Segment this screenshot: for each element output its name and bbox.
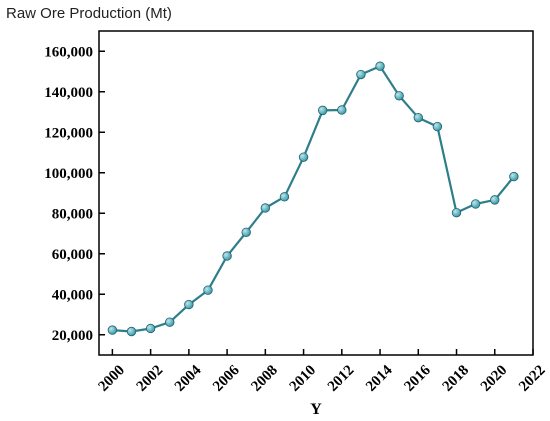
y-tick-label: 100,000: [44, 166, 93, 182]
data-point: [126, 326, 137, 337]
data-point: [260, 203, 271, 213]
y-tick-label: 160,000: [44, 44, 93, 60]
x-tick-label: 2004: [172, 362, 205, 395]
data-point: [337, 105, 347, 115]
data-point: [279, 192, 290, 202]
y-axis: 20,000 40,000 60,000 80,000 100,000 120,000 14…: [44, 44, 105, 344]
x-tick-label: 2010: [287, 362, 320, 395]
x-axis-label: Y: [310, 401, 322, 418]
data-point: [375, 61, 385, 71]
x-tick-label: 2008: [248, 362, 281, 395]
y-tick-label: 80,000: [52, 206, 93, 222]
x-tick-label: 2002: [134, 362, 167, 395]
x-tick-label: 2018: [440, 362, 473, 395]
data-point: [203, 285, 213, 295]
data-point: [241, 227, 251, 237]
x-tick-label: 2016: [401, 362, 434, 395]
x-tick-label: 2012: [325, 362, 358, 395]
data-point: [490, 195, 500, 205]
x-tick-label: 2014: [363, 362, 396, 395]
x-tick-label: 2000: [95, 362, 128, 395]
data-point: [145, 323, 156, 334]
y-tick-label: 40,000: [52, 287, 93, 303]
series-group: [107, 61, 519, 337]
data-point: [509, 171, 519, 182]
chart-title: Raw Ore Production (Mt): [6, 5, 172, 22]
data-point: [184, 299, 194, 310]
data-point: [451, 207, 462, 218]
x-axis: 2000 2002 2004 2006 2008 2010 2012 2014 2016 2018…: [95, 349, 549, 395]
plot-area: [98, 30, 534, 356]
y-tick-label: 60,000: [52, 247, 93, 263]
data-point: [394, 91, 404, 101]
y-tick-label: 20,000: [52, 328, 93, 344]
y-tick-label: 140,000: [44, 85, 93, 101]
data-point: [356, 69, 366, 80]
y-tick-label: 120,000: [44, 125, 93, 141]
data-point: [165, 317, 175, 327]
data-point: [432, 121, 443, 132]
x-tick-label: 2006: [210, 362, 243, 395]
data-point: [317, 105, 328, 116]
data-point: [222, 251, 232, 261]
x-tick-label: 2022: [516, 362, 549, 395]
data-point: [470, 199, 481, 209]
series-line: [112, 65, 515, 333]
data-point: [413, 112, 423, 123]
data-point: [107, 325, 118, 335]
data-point: [298, 152, 309, 162]
x-tick-label: 2020: [478, 362, 511, 395]
